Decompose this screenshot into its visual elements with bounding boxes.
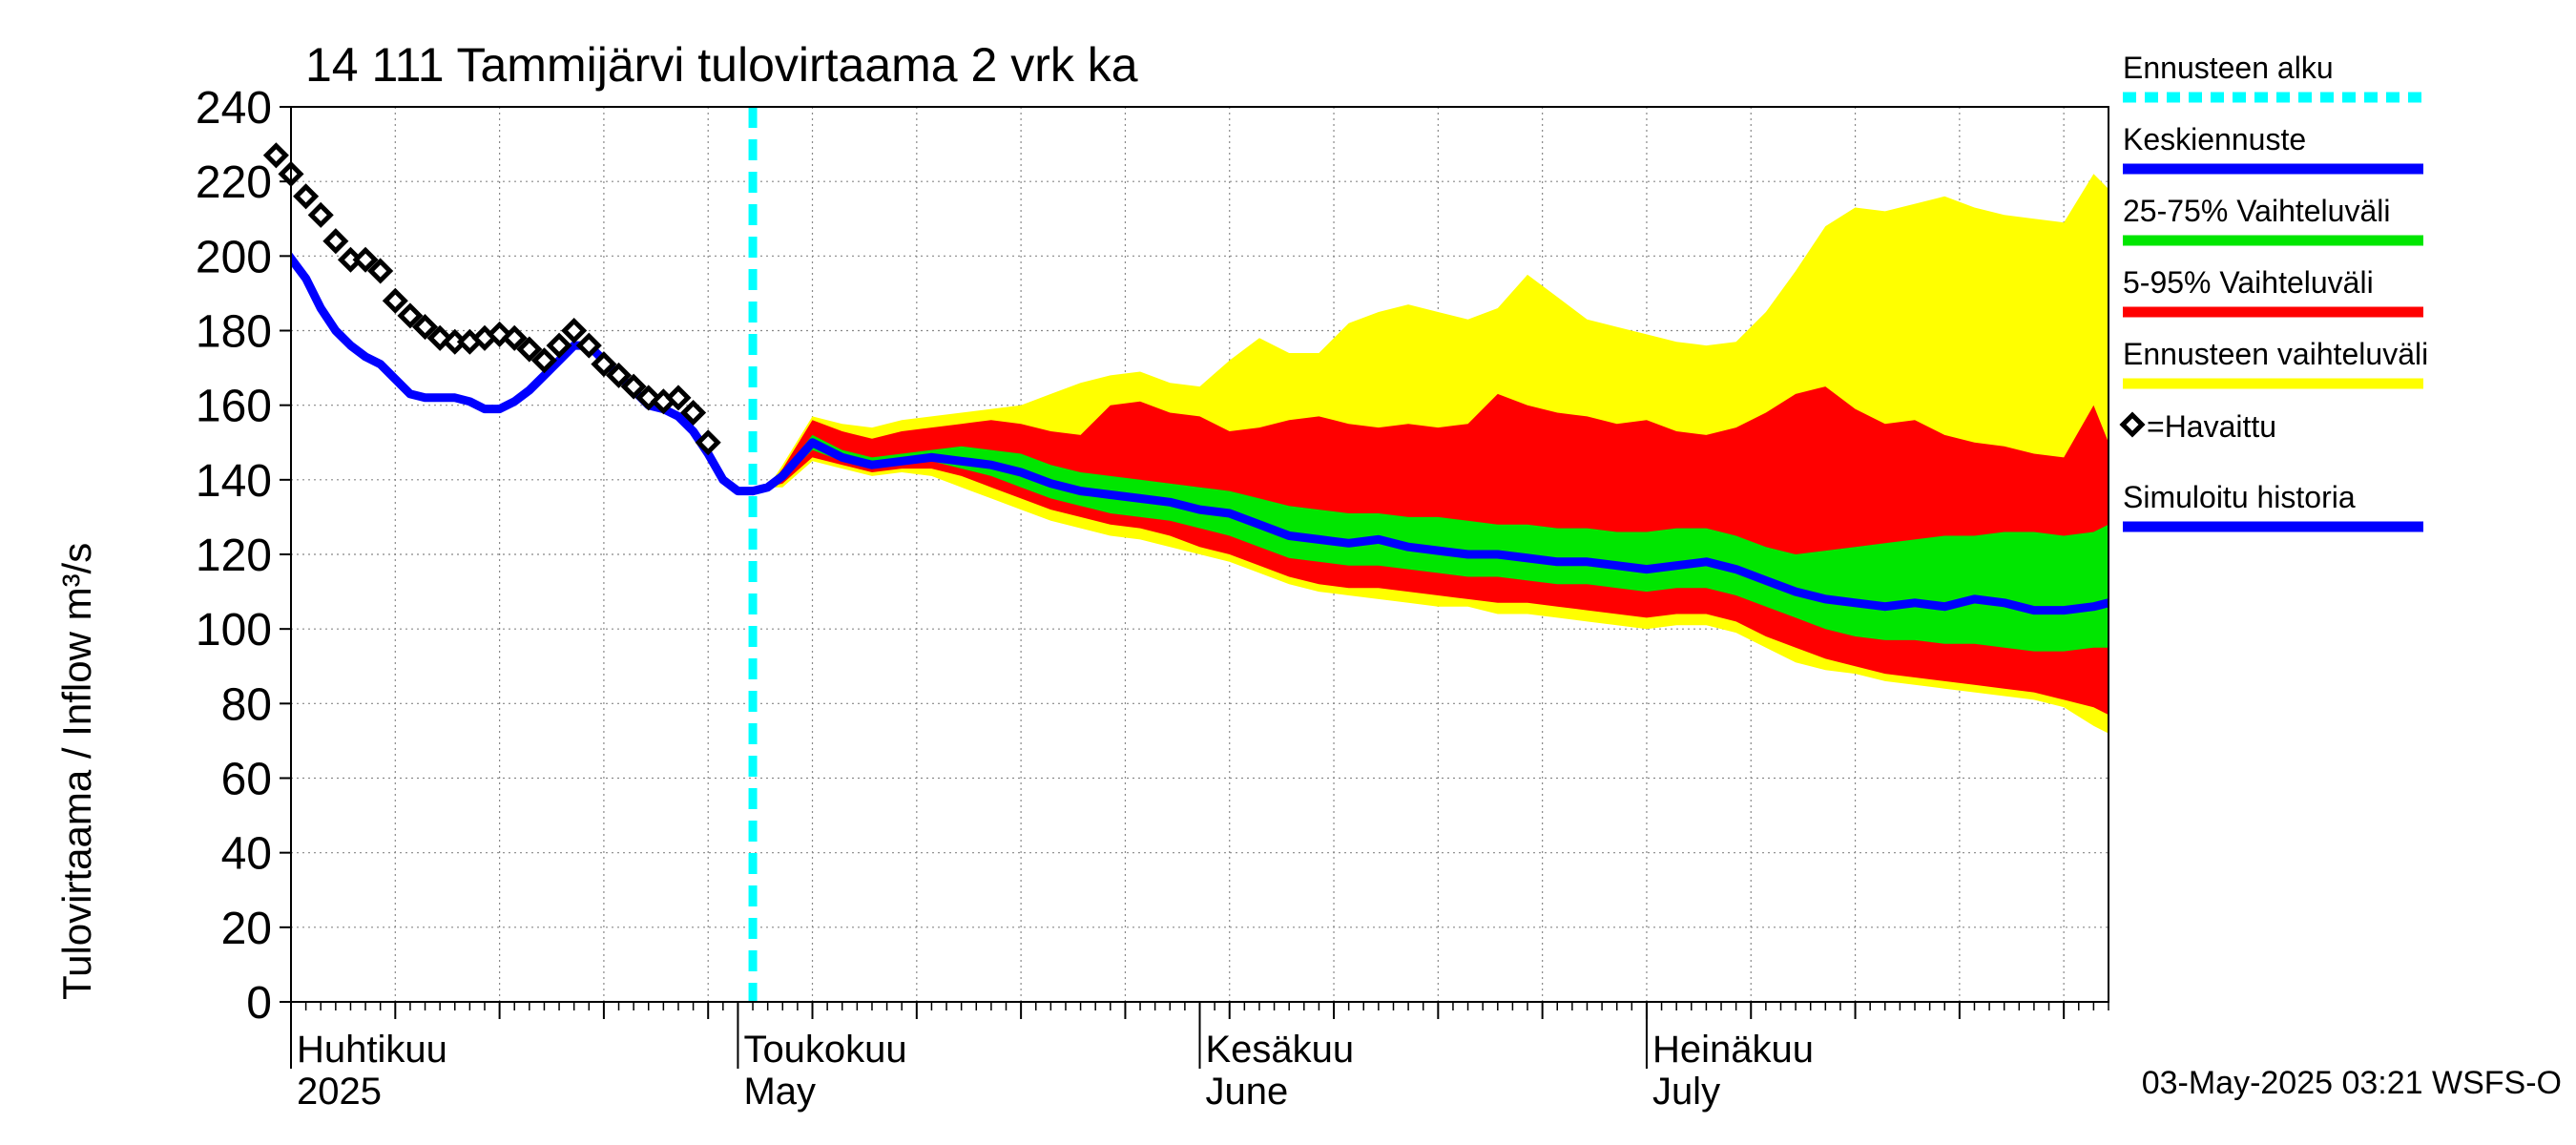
observed-point [501, 324, 528, 351]
observed-point [262, 142, 289, 169]
y-tick-label: 100 [196, 605, 272, 656]
legend-label: Ennusteen alku [2123, 51, 2334, 85]
plot-area [262, 106, 2109, 1003]
chart-title: 14 111 Tammijärvi tulovirtaama 2 vrk ka [305, 38, 1138, 92]
month-label: Huhtikuu [297, 1029, 447, 1071]
observed-point [397, 302, 424, 329]
legend-diamond [2119, 411, 2146, 438]
month-sublabel: July [1652, 1071, 1720, 1113]
observed-point [516, 336, 543, 363]
observed-point [695, 429, 721, 456]
y-tick-label: 0 [246, 978, 272, 1029]
series-observed [262, 142, 721, 456]
series-simulated-history [291, 251, 758, 496]
observed-point [575, 332, 602, 359]
month-sublabel: 2025 [297, 1071, 382, 1113]
y-tick-label: 120 [196, 531, 272, 581]
observed-point [411, 314, 439, 341]
y-tick-label: 20 [221, 904, 272, 954]
observed-point [382, 287, 408, 314]
series-median-forecast [748, 438, 2109, 615]
legend-label: 25-75% Vaihteluväli [2123, 194, 2390, 228]
legend-label: Simuloitu historia [2123, 480, 2356, 514]
month-label: Kesäkuu [1206, 1029, 1355, 1071]
legend-label: =Havaittu [2147, 409, 2276, 444]
legend-item: Ennusteen alku [2123, 51, 2423, 103]
y-tick-label: 40 [221, 829, 272, 880]
observed-point [322, 228, 349, 255]
y-tick-label: 240 [196, 83, 272, 134]
observed-point [293, 183, 320, 210]
y-axis-label: Tulovirtaama / Inflow m³/s [54, 543, 99, 1000]
observed-point [367, 258, 394, 284]
legend-item: Keskiennuste [2123, 122, 2423, 175]
legend-item: 5-95% Vaihteluväli [2123, 265, 2423, 318]
observed-point [665, 385, 692, 411]
observed-point [561, 317, 588, 344]
legend-item: Ennusteen vaihteluväli [2123, 337, 2428, 389]
observed-point [546, 332, 572, 359]
month-label: Toukokuu [743, 1029, 906, 1071]
month-label: Heinäkuu [1652, 1029, 1814, 1071]
observed-point [620, 373, 647, 400]
footer-timestamp: 03-May-2025 03:21 WSFS-O [2142, 1065, 2562, 1101]
observed-point [307, 201, 334, 228]
observed-point [605, 362, 633, 388]
legend: Ennusteen alku Keskiennuste 25-75% Vaihtel… [2119, 51, 2428, 532]
y-tick-label: 160 [196, 382, 272, 432]
observed-point [352, 246, 379, 273]
month-sublabel: May [743, 1071, 816, 1113]
y-tick-label: 140 [196, 456, 272, 507]
legend-label: 5-95% Vaihteluväli [2123, 265, 2374, 300]
legend-item: =Havaittu [2119, 409, 2276, 444]
month-sublabel: June [1206, 1071, 1289, 1113]
legend-label: Ennusteen vaihteluväli [2123, 337, 2428, 371]
y-tick-label: 220 [196, 157, 272, 208]
y-tick-label: 60 [221, 755, 272, 805]
y-tick-label: 180 [196, 307, 272, 358]
y-axis: 0 20 40 60 80 100 120 140 160 180 200 220 240 [196, 83, 291, 1029]
observed-point [591, 351, 617, 378]
observed-point [530, 347, 557, 374]
legend-item: Simuloitu historia [2123, 480, 2423, 532]
legend-label: Keskiennuste [2123, 122, 2306, 156]
legend-item: 25-75% Vaihteluväli [2123, 194, 2423, 246]
observed-point [680, 399, 707, 427]
y-tick-label: 80 [221, 679, 272, 730]
y-tick-label: 200 [196, 232, 272, 282]
